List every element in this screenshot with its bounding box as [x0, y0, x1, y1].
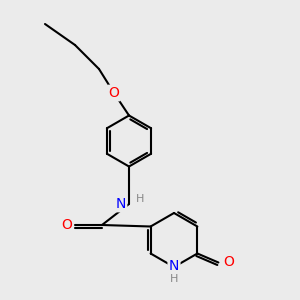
Text: O: O: [223, 256, 234, 269]
Text: O: O: [109, 86, 119, 100]
Text: H: H: [136, 194, 144, 205]
Text: O: O: [61, 218, 72, 232]
Text: N: N: [116, 197, 126, 211]
Text: H: H: [170, 274, 178, 284]
Text: N: N: [169, 259, 179, 272]
